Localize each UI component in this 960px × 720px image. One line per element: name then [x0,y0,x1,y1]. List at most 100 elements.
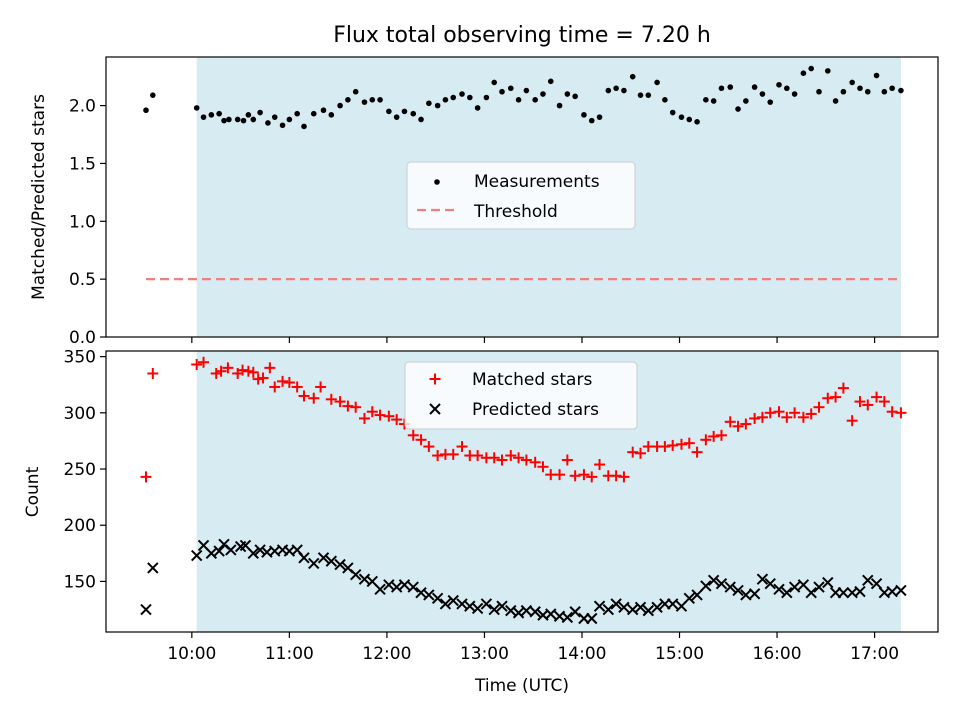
matched-star-point [805,408,817,420]
measurement-point [654,79,660,86]
predicted-star-point [715,577,728,590]
measurement-point [467,94,473,101]
bottom-y-ticks: 150 200 250 300 350 [64,348,106,592]
measurement-point [727,84,734,90]
matched-star-point [708,430,720,442]
top-panel: 0.00.51.01.52.0 Matched/Predicted stars … [29,56,939,348]
matched-star-point [749,412,761,424]
measurement-point [621,87,627,94]
matched-star-point [667,439,679,451]
legend-threshold-label: Threshold [473,202,558,222]
predicted-star-point [512,607,525,619]
legend-matched-marker [429,373,441,385]
matched-star-point [277,375,289,387]
matched-star-point [237,364,249,376]
predicted-star-point [140,603,152,616]
matched-star-point [578,469,590,481]
measurement-point [410,110,417,117]
measurement-point [200,114,207,120]
measurement-point [889,85,895,92]
predicted-star-point [561,611,574,624]
predicted-star-point [205,547,218,560]
measurement-point [808,65,815,72]
predicted-star-point [895,584,907,597]
predicted-star-point [225,544,237,556]
measurement-point [265,120,271,126]
measurement-point [474,105,481,111]
matched-star-point [407,429,419,441]
predicted-star-point [213,545,225,557]
bottom-panel: 150 200 250 300 350 10:00 11:00 12:00 13:00 14:0… [23,348,939,696]
measurement-point [743,98,749,104]
measurement-point [596,114,603,120]
y-tick-label: 350 [64,348,96,368]
measurement-point [849,79,855,86]
matched-star-point [342,400,354,412]
predicted-star-point [471,602,484,615]
figure-title: Flux total observing time = 7.20 h [333,23,711,48]
measurement-point [320,107,327,114]
measurement-point [491,79,498,86]
matched-star-point [732,420,744,432]
matched-star-point [797,411,809,423]
matched-star-point [610,470,622,482]
matched-star-point [247,366,259,378]
measurement-point [751,84,758,90]
measurement-point [393,114,400,120]
bottom-legend: Matched stars Predicted stars [404,361,638,430]
measurement-point [791,91,798,97]
predicted-star-point [788,581,801,593]
measurement-point [564,91,571,97]
matched-star-point [366,406,378,418]
measurement-point [767,99,774,105]
matched-star-point [423,441,435,453]
matched-star-point [505,450,517,462]
measurement-point [735,106,741,112]
measurement-point [759,91,766,97]
matched-star-point [264,362,276,374]
measurement-point [150,92,156,98]
predicted-star-point [529,606,541,618]
measurement-point [832,98,839,104]
measurement-point [686,116,693,123]
measurement-point [216,110,222,117]
measurement-point [873,72,880,79]
legend-measurements-marker [434,179,440,185]
x-tick-label: 17:00 [850,644,899,664]
measurement-point [418,116,424,123]
measurement-point [226,116,232,123]
predicted-star-point [870,577,883,590]
y-tick-label: 2.0 [69,97,96,117]
measurement-point [361,99,368,105]
matched-star-point [740,418,752,430]
predicted-star-point [398,579,411,591]
measurement-point [824,68,831,74]
predicted-star-point [334,558,346,571]
predicted-star-point [191,549,203,562]
measurement-point [703,97,709,103]
predicted-star-point [642,604,655,617]
predicted-star-point [423,589,435,601]
measurement-point [784,85,790,92]
predicted-star-point [439,598,452,610]
predicted-star-point [254,544,266,556]
x-tick-label: 14:00 [557,644,606,664]
predicted-star-point [407,581,419,593]
matched-star-point [700,434,712,446]
predicted-star-point [247,547,259,560]
measurement-point [881,88,888,95]
x-tick-label: 13:00 [460,644,509,664]
predicted-star-point [569,606,581,618]
predicted-star-point [602,603,615,616]
matched-star-point [764,407,776,419]
predicted-star-point [480,598,493,610]
predicted-star-point [691,589,703,601]
predicted-star-point [724,581,736,593]
matched-star-point [210,367,222,379]
matched-star-point [781,411,793,423]
matched-star-point [456,441,468,453]
predicted-star-point [773,583,785,595]
measurement-point [143,107,149,114]
measurement-point [637,92,644,98]
predicted-star-point [349,568,362,581]
